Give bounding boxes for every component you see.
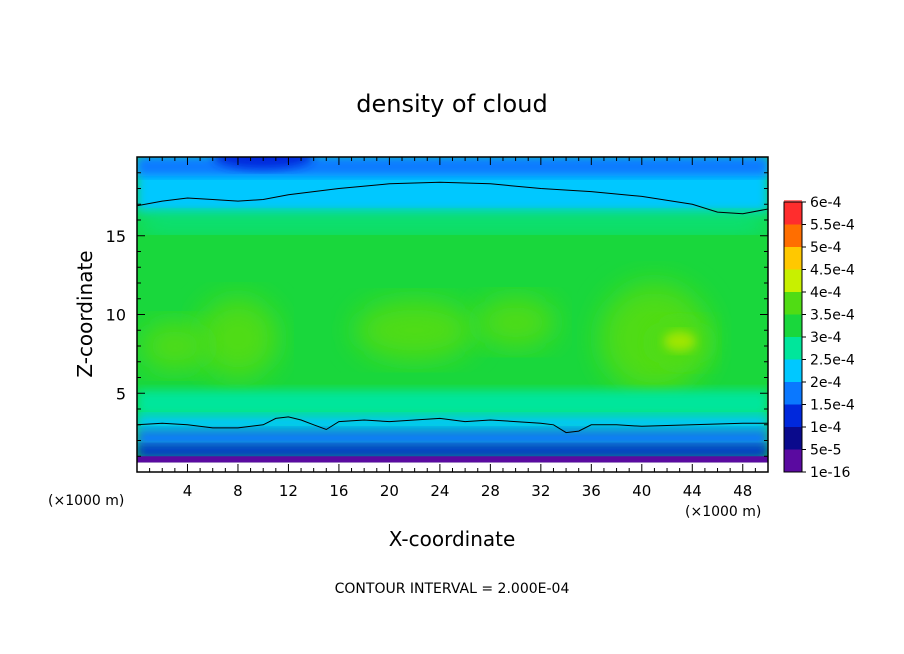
x-tick-label: 12 (279, 482, 298, 500)
x-tick-label: 4 (183, 482, 193, 500)
x-tick-label: 16 (329, 482, 348, 500)
chart-title: density of cloud (356, 90, 547, 118)
colorbar: 1e-16 5e-5 1e-4 1.5e-4 2e-4 2.5e-4 3e-4 3.5e-4 4… (783, 195, 855, 481)
colorbar-label: 2e-4 (810, 375, 842, 391)
colorbar-cell (784, 337, 802, 360)
x-axis-ticks: 4 8 12 16 20 24 28 32 36 40 44 48 (149, 157, 756, 500)
x-tick-label: 32 (531, 482, 550, 500)
x-tick-label: 8 (233, 482, 243, 500)
contour-lines (137, 181, 768, 434)
x-tick-label: 24 (430, 482, 449, 500)
colorbar-cell (784, 269, 802, 292)
x-unit-left: (×1000 m) (48, 493, 124, 509)
heatmap-field (137, 157, 768, 472)
colorbar-label: 1e-4 (810, 420, 842, 436)
colorbar-cell (784, 427, 802, 450)
y-tick-label: 15 (106, 227, 126, 246)
colorbar-label: 5e-4 (810, 240, 842, 256)
colorbar-label: 4e-4 (810, 285, 842, 301)
colorbar-label: 1.5e-4 (810, 398, 855, 414)
x-axis-label: X-coordinate (389, 527, 516, 551)
y-axis-label: Z-coordinate (73, 250, 97, 377)
colorbar-cell (784, 247, 802, 270)
x-tick-label: 48 (733, 482, 752, 500)
field-layers (137, 157, 768, 472)
colorbar-label: 1e-16 (810, 465, 850, 481)
colorbar-cell (784, 449, 802, 472)
y-axis-ticks: 5 10 15 (106, 172, 768, 457)
colorbar-cell (784, 314, 802, 337)
colorbar-cell (784, 202, 802, 225)
contour-interval-footer: CONTOUR INTERVAL = 2.000E-04 (335, 581, 570, 597)
x-tick-label: 28 (481, 482, 500, 500)
contour-line-0 (137, 181, 768, 215)
x-tick-label: 20 (380, 482, 399, 500)
y-tick-label: 10 (106, 306, 126, 325)
colorbar-label: 6e-4 (810, 195, 842, 211)
colorbar-label: 5e-5 (810, 443, 841, 459)
colorbar-label: 3.5e-4 (810, 308, 855, 324)
y-tick-label: 5 (116, 384, 126, 403)
colorbar-label: 4.5e-4 (810, 263, 855, 279)
colorbar-cell (784, 224, 802, 247)
colorbar-cell (784, 292, 802, 315)
x-tick-label: 44 (683, 482, 702, 500)
colorbar-cell (784, 404, 802, 427)
x-tick-label: 40 (632, 482, 651, 500)
colorbar-cell (784, 359, 802, 382)
x-tick-label: 36 (582, 482, 601, 500)
x-unit-right: (×1000 m) (685, 504, 761, 520)
colorbar-label: 5.5e-4 (810, 218, 855, 234)
colorbar-cap (784, 200, 802, 202)
colorbar-label: 2.5e-4 (810, 353, 855, 369)
colorbar-label: 3e-4 (810, 330, 842, 346)
contour-line-1 (137, 416, 768, 434)
colorbar-cell (784, 382, 802, 405)
